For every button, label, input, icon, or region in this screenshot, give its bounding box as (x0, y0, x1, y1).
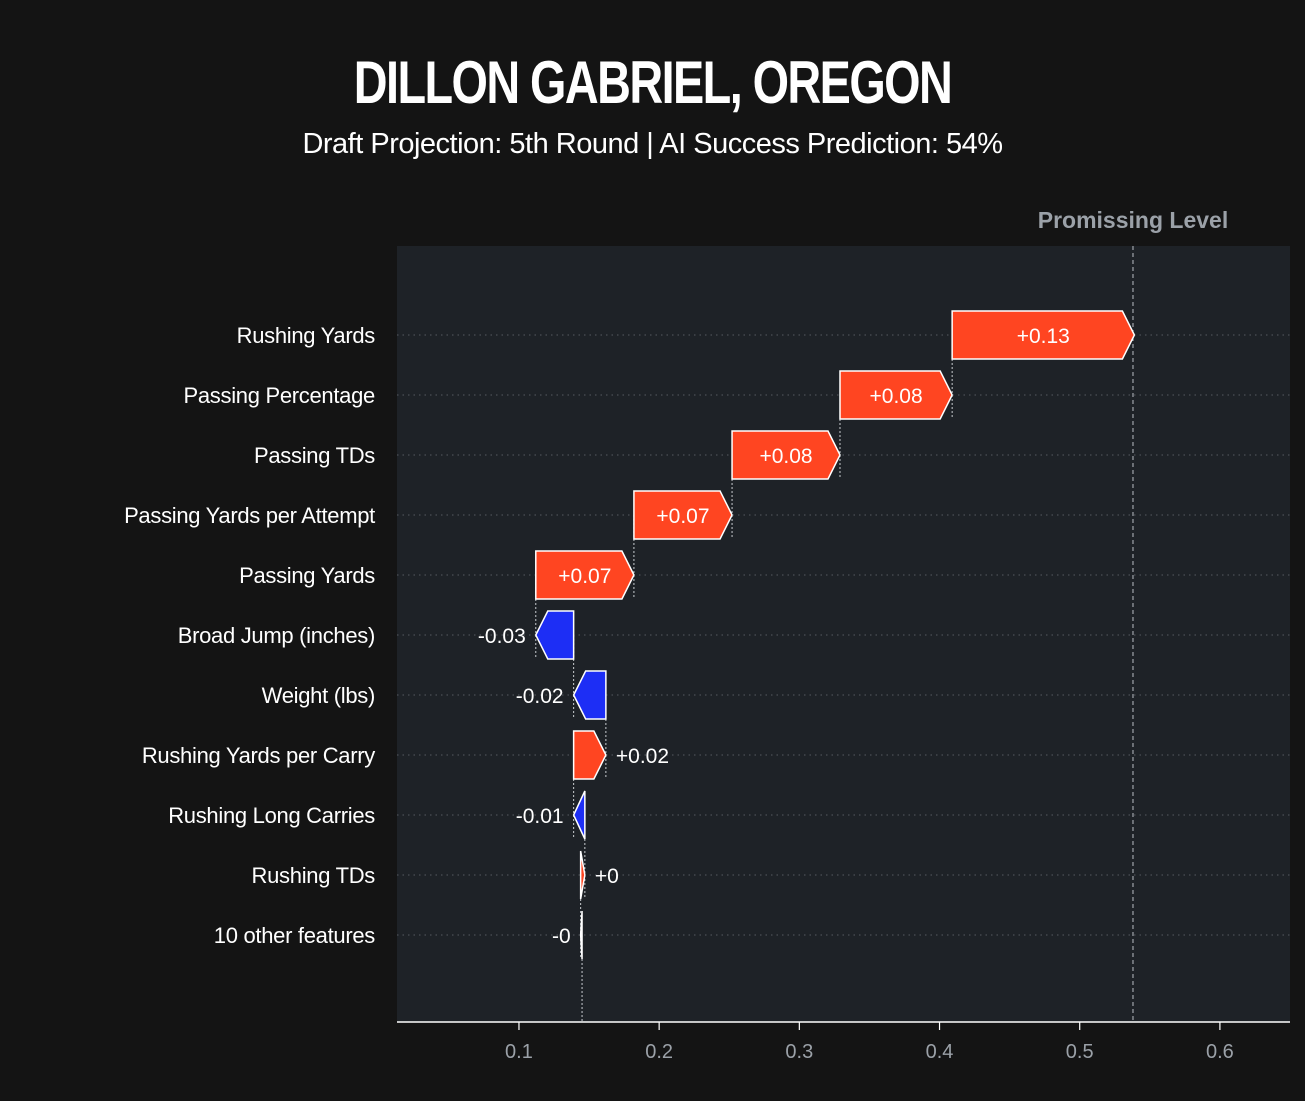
data-label: +0 (595, 865, 619, 888)
y-tick-label: Passing Yards per Attempt (124, 503, 375, 528)
bar (535, 550, 635, 600)
y-tick-label: Passing Yards (239, 563, 375, 588)
bar (951, 310, 1136, 360)
y-tick-label: Passing TDs (254, 443, 375, 468)
data-label: -0 (552, 925, 571, 948)
bar (579, 850, 586, 900)
data-label: +0.08 (870, 385, 923, 408)
bar (731, 430, 841, 480)
y-tick-label: Rushing Long Carries (168, 803, 375, 828)
x-tick-label: 0.2 (645, 1041, 673, 1063)
x-tick-label: 0.4 (926, 1041, 954, 1063)
bar (572, 790, 586, 840)
data-label: +0.02 (616, 745, 669, 768)
data-label: +0.07 (558, 565, 611, 588)
x-tick-label: 0.1 (505, 1041, 533, 1063)
y-tick-label: 10 other features (214, 923, 376, 948)
x-tick-label: 0.6 (1206, 1041, 1234, 1063)
bar (572, 670, 607, 720)
x-tick-label: 0.5 (1066, 1041, 1094, 1063)
bar (579, 910, 583, 960)
data-label: -0.01 (516, 805, 564, 828)
reference-line-label: Promissing Level (1038, 207, 1228, 233)
data-label: +0.07 (656, 505, 709, 528)
bar (839, 370, 953, 420)
data-label: -0.03 (478, 625, 526, 648)
y-tick-label: Broad Jump (inches) (178, 623, 375, 648)
x-tick-label: 0.3 (785, 1041, 813, 1063)
bar (633, 490, 733, 540)
plot-area (397, 246, 1290, 1022)
data-label: +0.08 (759, 445, 812, 468)
y-tick-label: Rushing Yards per Carry (142, 743, 375, 768)
chart-subtitle: Draft Projection: 5th Round | AI Success… (302, 128, 1003, 160)
y-tick-label: Rushing TDs (252, 863, 376, 888)
data-label: -0.02 (516, 685, 564, 708)
bar (534, 610, 575, 660)
y-tick-label: Passing Percentage (183, 383, 375, 408)
y-tick-label: Weight (lbs) (262, 683, 375, 708)
chart-title: DILLON GABRIEL, OREGON (353, 49, 953, 116)
y-tick-label: Rushing Yards (237, 323, 376, 348)
data-label: +0.13 (1017, 325, 1070, 348)
bar (572, 730, 607, 780)
